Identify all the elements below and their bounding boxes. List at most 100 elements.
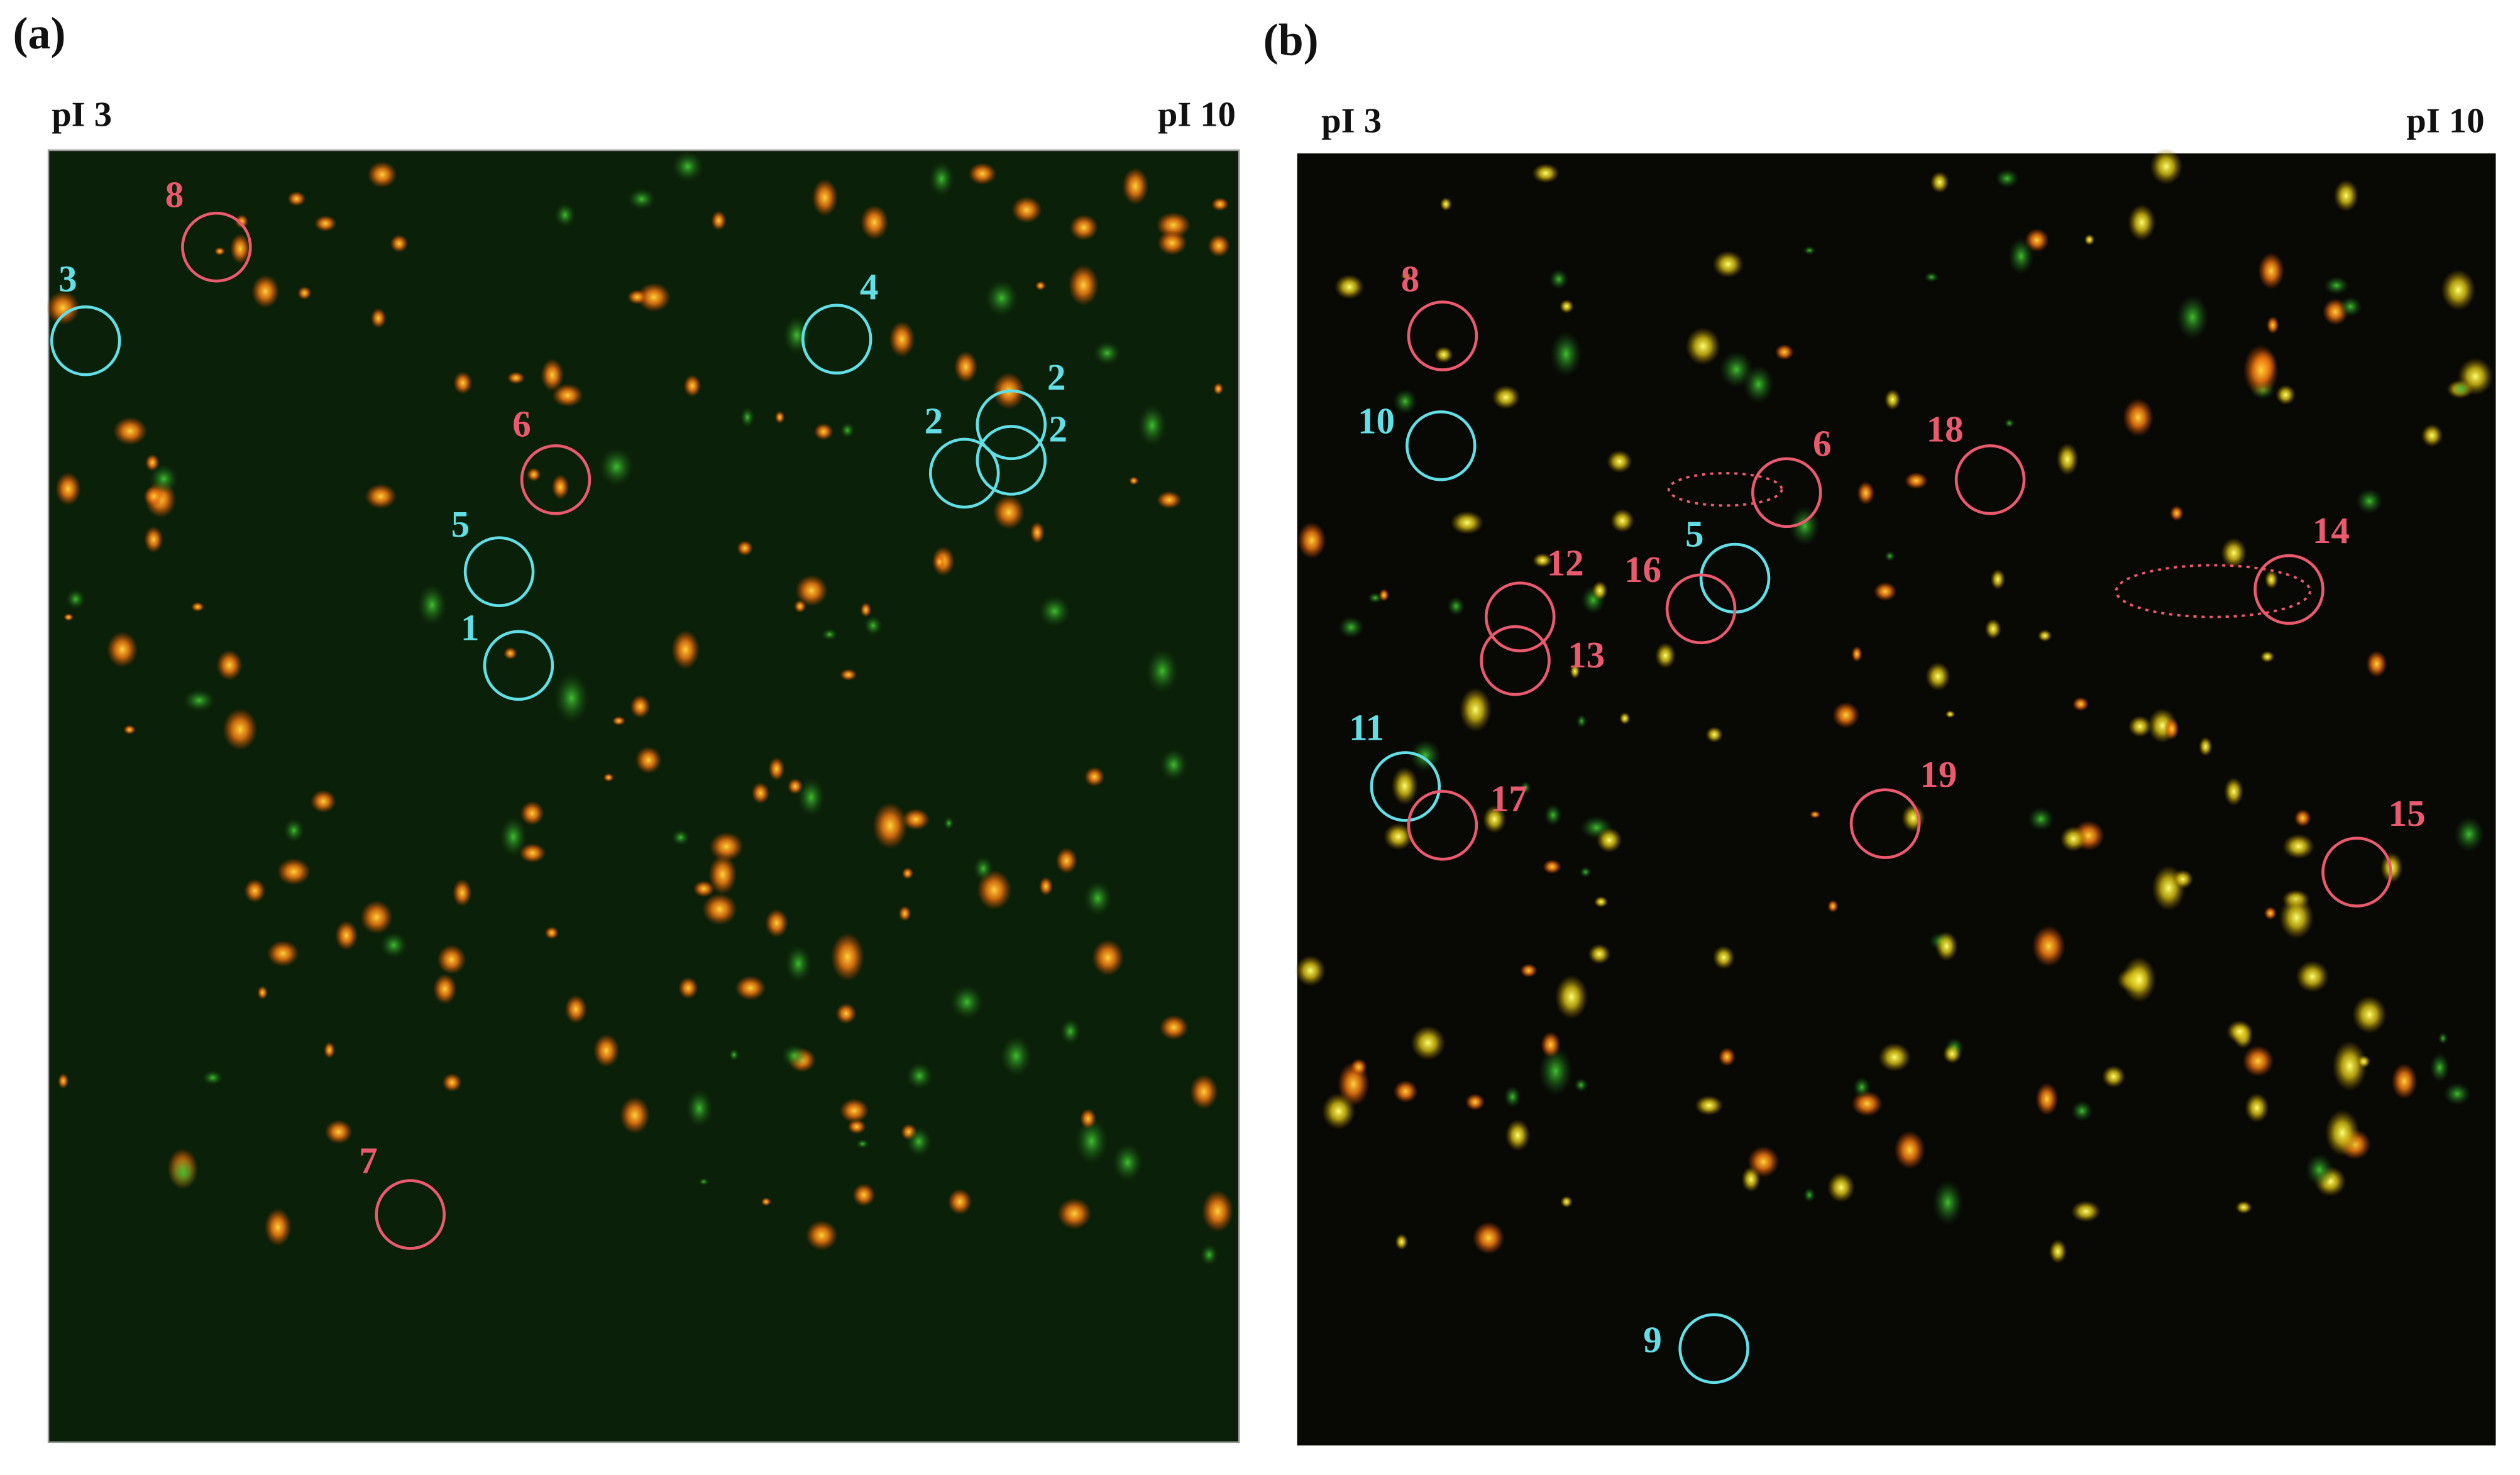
gel-spot xyxy=(2150,148,2183,185)
gel-spot xyxy=(2060,826,2087,852)
gel-spot xyxy=(761,1197,771,1206)
gel-spot xyxy=(149,464,179,494)
gel-spot xyxy=(814,423,834,441)
spot-circle xyxy=(1407,789,1478,861)
gel-spot xyxy=(1579,866,1592,878)
gel-spot xyxy=(2072,696,2089,711)
gel-spot xyxy=(2453,816,2485,853)
gel-spot xyxy=(852,1183,876,1207)
gel-spot xyxy=(390,234,409,253)
gel-spot xyxy=(541,358,564,392)
gel-spot xyxy=(365,483,397,509)
gel-spot xyxy=(1092,939,1124,976)
gel-spot xyxy=(751,782,770,804)
spot-label: 19 xyxy=(1920,754,1957,795)
gel-spot xyxy=(2258,252,2284,290)
gel-spot xyxy=(1588,943,1611,965)
gel-spot xyxy=(889,321,915,358)
gel-spot xyxy=(1156,212,1191,238)
gel-spot xyxy=(784,945,812,983)
gel-spot xyxy=(2429,1052,2450,1083)
gel-spot xyxy=(214,247,226,256)
gel-spot xyxy=(503,647,517,660)
gel-spot xyxy=(1549,268,1569,290)
gel-spot xyxy=(944,816,954,830)
gel-spot xyxy=(1857,481,1875,505)
gel-spot xyxy=(2032,925,2066,967)
spot-label: 2 xyxy=(925,400,944,441)
gel-spot xyxy=(671,630,700,669)
pi-label: pI 10 xyxy=(2406,102,2484,141)
gel-spot xyxy=(711,211,727,231)
gel-spot xyxy=(1559,299,1574,314)
gel-spot xyxy=(968,162,997,185)
gel-spot xyxy=(1990,569,2006,590)
gel-spot xyxy=(612,716,625,726)
gel-spot xyxy=(954,351,978,383)
gel-spot xyxy=(637,282,671,312)
gel-spot xyxy=(1459,687,1492,732)
gel-spot xyxy=(1576,714,1587,728)
gel-spot xyxy=(840,422,856,439)
gel-spot xyxy=(1074,1117,1109,1165)
gel-spot xyxy=(1122,167,1149,205)
gel-spot xyxy=(1393,1080,1418,1103)
gel-spot xyxy=(794,600,806,613)
gel-spot xyxy=(630,694,651,718)
gel-spot xyxy=(737,540,753,556)
gel-spot xyxy=(840,669,857,681)
gel-spot xyxy=(143,486,165,507)
gel-spot xyxy=(1384,823,1414,850)
gel-spot xyxy=(1190,1074,1218,1109)
spot-label: 2 xyxy=(1048,408,1067,449)
spot-circle xyxy=(1751,457,1822,529)
gel-spot xyxy=(113,417,148,446)
gel-spot xyxy=(267,940,299,967)
gel-spot xyxy=(57,1073,69,1089)
gel-spot xyxy=(1550,331,1582,378)
gel-spot xyxy=(2338,296,2363,317)
gel-spot xyxy=(872,803,908,849)
gel-spot xyxy=(1741,1166,1761,1192)
spot-circle xyxy=(1370,751,1441,822)
gel-spot xyxy=(554,672,590,724)
gel-spot xyxy=(552,383,583,407)
gel-spot xyxy=(678,977,698,999)
panel-label: (b) xyxy=(1263,14,1319,65)
gel-spot xyxy=(2332,1040,2367,1092)
gel-spot xyxy=(805,1220,838,1251)
gel-spot xyxy=(1685,327,1721,366)
gel-spot xyxy=(627,188,656,211)
gel-spot xyxy=(417,584,447,627)
gel-spot xyxy=(671,829,690,846)
gel-spot xyxy=(1560,1195,1573,1208)
gel-spot xyxy=(1884,389,1901,410)
spot-label: 9 xyxy=(1643,1319,1662,1361)
gel-spot xyxy=(1538,1046,1573,1097)
gel-spot xyxy=(839,1098,869,1123)
gel-spot xyxy=(1695,1095,1724,1116)
gel-spot xyxy=(906,1062,933,1090)
gel-b xyxy=(1297,153,2496,1445)
gel-spot xyxy=(797,777,825,817)
gel-spot xyxy=(2128,204,2156,241)
gel-spot xyxy=(774,410,785,424)
gel-spot xyxy=(950,984,984,1020)
gel-spot xyxy=(2355,488,2384,515)
spot-circle xyxy=(1678,1313,1749,1385)
gel-spot xyxy=(2333,179,2359,212)
gel-spot xyxy=(202,1070,224,1085)
gel-spot xyxy=(1935,931,1958,962)
gel-spot xyxy=(216,650,243,681)
gel-spot xyxy=(2235,1200,2252,1214)
spot-label: 6 xyxy=(1813,422,1832,464)
gel-spot xyxy=(1084,880,1113,916)
gel-spot xyxy=(768,757,785,781)
spot-label: 13 xyxy=(1568,634,1605,676)
gel-spot xyxy=(499,816,527,857)
gel-spot xyxy=(709,831,744,862)
gel-spot xyxy=(287,191,306,207)
gel-spot xyxy=(1984,618,2001,640)
gel-spot xyxy=(860,204,889,240)
gel-spot xyxy=(2169,505,2184,521)
